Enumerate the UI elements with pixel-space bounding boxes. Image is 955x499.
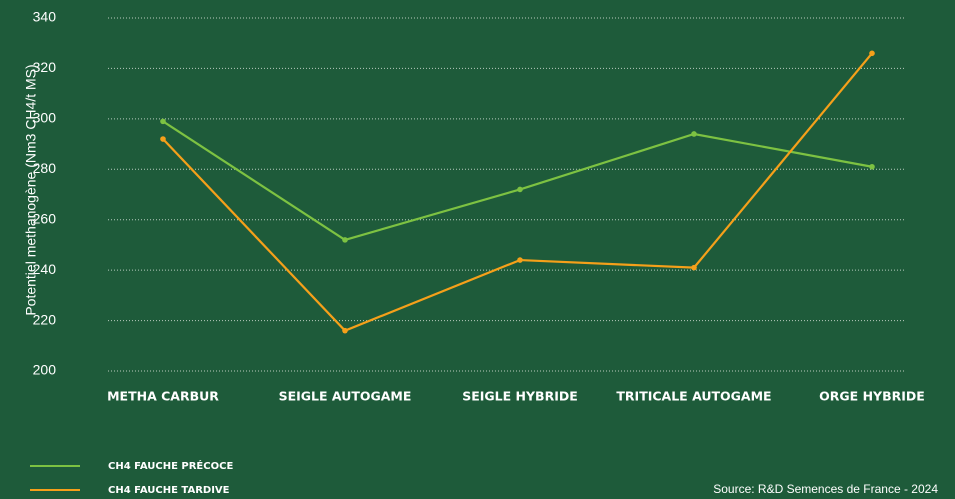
data-point <box>869 50 875 57</box>
x-tick-label: SEIGLE HYBRIDE <box>462 389 578 404</box>
x-tick-label: SEIGLE AUTOGAME <box>279 389 412 404</box>
data-point <box>342 237 348 243</box>
source: Source: R&D Semences de France - 2024 <box>713 482 938 496</box>
y-tick-label: 220 <box>33 311 57 327</box>
data-point <box>517 257 523 263</box>
data-point <box>160 136 166 142</box>
y-tick-label: 200 <box>33 362 57 378</box>
x-tick-label: METHA CARBUR <box>107 389 219 404</box>
y-tick-label: 340 <box>33 9 57 25</box>
data-point <box>160 118 166 125</box>
x-tick-label: ORGE HYBRIDE <box>819 389 925 404</box>
legend-label: CH4 FAUCHE PRÉCOCE <box>108 459 233 472</box>
x-tick-label: TRITICALE AUTOGAME <box>616 389 771 404</box>
legend-label: CH4 FAUCHE TARDIVE <box>108 485 230 496</box>
data-point <box>691 264 697 271</box>
data-point <box>691 131 697 137</box>
y-axis-label: Potentiel methanogène (Nm3 CH4/t MS) <box>23 64 39 315</box>
y-tick-label: 240 <box>33 261 57 277</box>
y-tick-label: 260 <box>33 210 57 226</box>
y-tick-label: 300 <box>33 110 57 126</box>
data-point <box>342 327 348 334</box>
data-point <box>869 163 875 170</box>
y-tick-label: 280 <box>33 160 57 176</box>
data-point <box>517 186 523 193</box>
y-tick-label: 320 <box>33 59 57 75</box>
